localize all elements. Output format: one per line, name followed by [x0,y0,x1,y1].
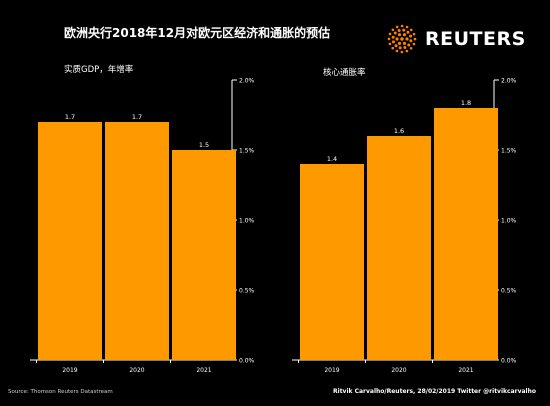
x-tick-label: 2020 [129,367,144,374]
logo-dot [391,35,395,39]
logo-dot [402,41,407,45]
chart-panel-inflation: 0.0% 0.5% 1.0% 1.5% 2.0% 1.4 2019 1.6 2020 1.8 202… [292,78,517,374]
bar-2020 [367,136,431,360]
y-tick-label: 1.0% [501,218,517,225]
logo-dot [403,46,407,50]
bar-2019 [38,122,102,360]
source-note: Source: Thomson Reuters Datastream [8,389,113,395]
y-tick-label: 1.0% [239,218,255,225]
logo-dot [409,28,413,32]
logo-dot [391,28,395,32]
x-tick-label: 2020 [391,367,406,374]
logo-dot [397,28,401,32]
logo-dot [405,49,409,53]
logo-dot [409,39,413,43]
y-tick-label: 2.0% [501,78,517,85]
reuters-logo: REUTERS [385,22,535,56]
panel-gdp-title: 实质GDP，年增率 [64,65,134,75]
logo-dot [395,37,399,41]
data-label: 1.6 [394,127,404,135]
logo-dot [409,34,413,38]
logo-dot [397,41,402,45]
logo-dot [398,46,402,50]
bar-2021 [434,108,498,360]
logo-dot [391,46,395,50]
bar-2020 [105,122,169,360]
logo-dot [406,30,410,34]
data-label: 1.8 [461,99,471,107]
y-tick-label: 2.0% [239,78,255,85]
x-tick-label: 2021 [458,367,473,374]
logo-dot [388,32,392,36]
x-tick-label: 2019 [324,367,339,374]
logo-dot [409,46,413,50]
bar-2019 [300,164,364,360]
logo-dot [395,25,399,29]
logo-dot [400,37,404,41]
logo-dot [413,37,417,41]
logo-dot [400,50,404,54]
logo-dot [402,33,407,37]
y-tick-label: 1.5% [239,148,255,155]
chart-panel-gdp: 0.0% 0.5% 1.0% 1.5% 2.0% 1.7 2019 1.7 2020 1.5 202… [30,78,255,374]
chart-title: 欧洲央行2018年12月对欧元区经济和通胀的预估 [64,26,331,40]
y-tick-label: 0.5% [239,288,255,295]
logo-dot [391,40,395,44]
y-tick-label: 1.5% [501,148,517,155]
logo-dot [394,44,398,48]
logo-dot [412,42,416,46]
data-label: 1.5 [199,141,209,149]
logo-dot [400,24,404,28]
data-label: 1.7 [65,113,75,121]
data-label: 1.7 [132,113,142,121]
reuters-logo-text: REUTERS [425,28,526,50]
y-tick-label: 0.0% [239,358,255,365]
panel-inflation-title: 核心通胀率 [323,68,366,78]
y-tick-label: 0.0% [501,358,517,365]
bar-2021 [172,150,236,360]
x-tick-label: 2021 [196,367,211,374]
reuters-dots-logo-icon [387,24,417,54]
logo-dot [402,28,406,32]
logo-dot [407,43,411,47]
logo-dot [395,49,399,53]
data-label: 1.4 [327,155,337,163]
credit-note: Ritvik Carvalho/Reuters, 28/02/2019 Twit… [333,388,536,395]
logo-dot [388,42,392,46]
logo-dot [387,37,391,41]
logo-dot [405,37,409,41]
logo-dot [412,32,416,36]
logo-dot [397,33,402,37]
logo-dot [393,31,397,35]
logo-dot [405,25,409,29]
x-tick-label: 2019 [62,367,77,374]
y-tick-label: 0.5% [501,288,517,295]
